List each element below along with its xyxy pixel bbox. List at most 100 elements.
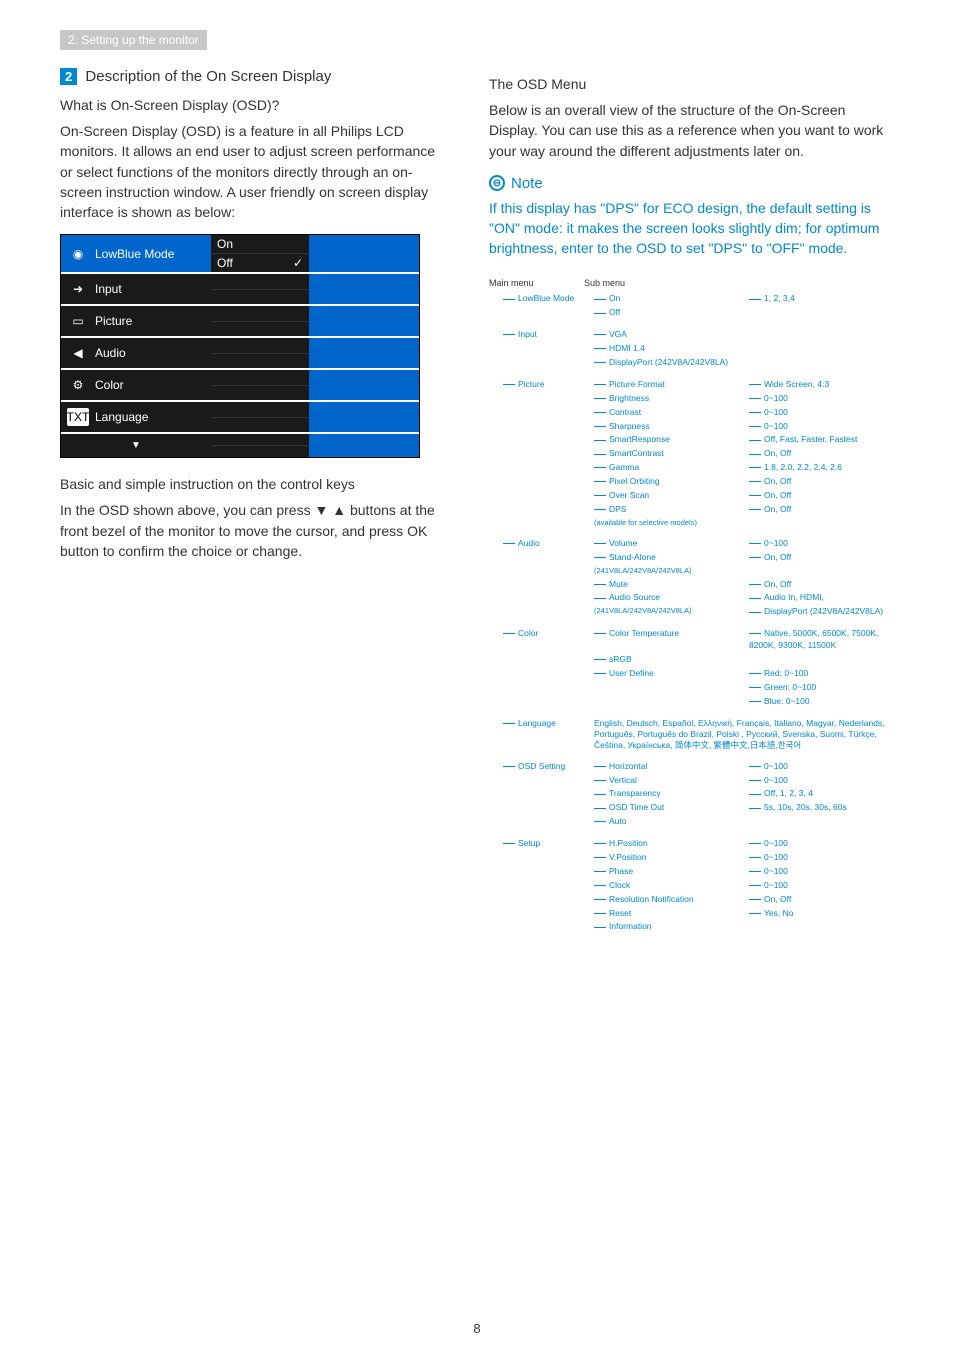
tree-sub-row: Vertical0~100 bbox=[584, 775, 894, 787]
tree-sub-label: Pixel Orbiting bbox=[584, 476, 739, 488]
osd-row-right bbox=[309, 434, 419, 457]
osd-item-icon: ◀ bbox=[67, 344, 89, 362]
tree-sub-col: VGAHDMI 1.4DisplayPort (242V8A/242V8LA) bbox=[584, 329, 894, 371]
tree-value: 0~100 bbox=[739, 761, 894, 773]
tree-sub-label: Volume bbox=[584, 538, 739, 550]
tree-sub-label: (available for selective models) bbox=[584, 518, 739, 529]
chevron-down-icon: ▼ bbox=[131, 440, 141, 451]
tree-sub-label: Audio Source bbox=[584, 592, 739, 604]
tree-main-label: Picture bbox=[489, 379, 584, 530]
tree-sub-row: ResetYes, No bbox=[584, 908, 894, 920]
tree-sub-label: Gamma bbox=[584, 462, 739, 474]
tree-sub-label: (241V8LA/242V8A/242V8LA) bbox=[584, 566, 739, 577]
tree-sub-label: Resolution Notification bbox=[584, 894, 739, 906]
tree-sub-row: OSD Time Out5s, 10s, 20s, 30s, 60s bbox=[584, 802, 894, 814]
tree-sub-row: Resolution NotificationOn, Off bbox=[584, 894, 894, 906]
osd-item-icon: ⚙ bbox=[67, 376, 89, 394]
tree-value: On, Off bbox=[739, 894, 894, 906]
left-column: 2 Description of the On Screen Display W… bbox=[60, 68, 449, 943]
note-header: ⊖ Note bbox=[489, 175, 894, 192]
tree-sub-row: MuteOn, Off bbox=[584, 579, 894, 591]
tree-sub-row: HDMI 1.4 bbox=[584, 343, 894, 355]
osd-row-right bbox=[309, 274, 419, 304]
tree-value: On, Off bbox=[739, 579, 894, 591]
tree-value: Off, Fast, Faster, Fastest bbox=[739, 434, 894, 446]
tree-sub-row: (241V8LA/242V8A/242V8LA)DisplayPort (242… bbox=[584, 606, 894, 618]
tree-sub-label: Sharpness bbox=[584, 421, 739, 433]
tree-sub-row: Contrast0~100 bbox=[584, 407, 894, 419]
tree-value: 0~100 bbox=[739, 775, 894, 787]
tree-main-label: Input bbox=[489, 329, 584, 371]
tree-sub-row: Gamma1.8, 2.0, 2.2, 2.4, 2.6 bbox=[584, 462, 894, 474]
tree-sub-row: SmartContrastOn, Off bbox=[584, 448, 894, 460]
tree-sub-label: HDMI 1.4 bbox=[584, 343, 739, 355]
tree-value: 0~100 bbox=[739, 838, 894, 850]
tree-sub-row: Off bbox=[584, 307, 894, 319]
tree-sub-col: Picture FormatWide Screen, 4:3 Brightness… bbox=[584, 379, 894, 530]
tree-value: 1, 2, 3,4 bbox=[739, 293, 894, 305]
tree-sub-row: sRGB bbox=[584, 654, 894, 666]
tree-hdr-sub: Sub menu bbox=[584, 277, 625, 290]
tree-sub-row: Green: 0~100 bbox=[584, 682, 894, 694]
osd-row-left: ◀Audio bbox=[61, 338, 211, 368]
osd-row-right bbox=[309, 235, 419, 272]
tree-sub-row: English, Deutsch, Español, Ελληνική, Fra… bbox=[584, 718, 894, 751]
tree-sub-row: Over ScanOn, Off bbox=[584, 490, 894, 502]
osd-row-left: ◉LowBlue Mode bbox=[61, 235, 211, 272]
tree-sub-row: Brightness0~100 bbox=[584, 393, 894, 405]
osd-item-label: LowBlue Mode bbox=[95, 247, 174, 261]
tree-value: 1.8, 2.0, 2.2, 2.4, 2.6 bbox=[739, 462, 894, 474]
osd-row-mid: OnOff✓ bbox=[211, 235, 309, 272]
tree-group: InputVGAHDMI 1.4DisplayPort (242V8A/242V… bbox=[489, 329, 894, 371]
basic-body-pre: In the OSD shown above, you can press bbox=[60, 502, 314, 518]
tree-sub-label: Contrast bbox=[584, 407, 739, 419]
basic-body: In the OSD shown above, you can press ▼ … bbox=[60, 500, 449, 561]
tree-value: On, Off bbox=[739, 504, 894, 516]
tree-sub-row: Picture FormatWide Screen, 4:3 bbox=[584, 379, 894, 391]
osd-option: On bbox=[217, 237, 233, 251]
osd-row-mid bbox=[211, 338, 309, 368]
osd-row: ◉LowBlue ModeOnOff✓ bbox=[61, 235, 419, 274]
tree-value: On, Off bbox=[739, 490, 894, 502]
tree-sub-label: (241V8LA/242V8A/242V8LA) bbox=[584, 606, 739, 618]
tree-group: OSD SettingHorizontal0~100Vertical0~100T… bbox=[489, 761, 894, 830]
tree-value: On, Off bbox=[739, 448, 894, 460]
tree-value bbox=[739, 518, 894, 529]
tree-sub-col: Color TemperatureNative, 5000K, 6500K, 7… bbox=[584, 628, 894, 709]
tree-value: On, Off bbox=[739, 476, 894, 488]
right-column: The OSD Menu Below is an overall view of… bbox=[489, 68, 894, 943]
tree-group: ColorColor TemperatureNative, 5000K, 650… bbox=[489, 628, 894, 709]
tree-value: 0~100 bbox=[739, 421, 894, 433]
tree-sub-label bbox=[584, 696, 739, 708]
tree-sub-row: Pixel OrbitingOn, Off bbox=[584, 476, 894, 488]
osd-row: ▭Picture bbox=[61, 306, 419, 338]
tree-main-label: Audio bbox=[489, 538, 584, 620]
tree-sub-row: (available for selective models) bbox=[584, 518, 894, 529]
tree-group: LowBlue ModeOn1, 2, 3,4Off bbox=[489, 293, 894, 321]
tree-sub-label: SmartResponse bbox=[584, 434, 739, 446]
tree-value: Green: 0~100 bbox=[739, 682, 894, 694]
question-heading: What is On-Screen Display (OSD)? bbox=[60, 97, 449, 113]
page-number: 8 bbox=[473, 1321, 480, 1336]
osd-option: Off bbox=[217, 256, 233, 270]
breadcrumb: 2. Setting up the monitor bbox=[60, 30, 207, 50]
tree-main-label: Setup bbox=[489, 838, 584, 935]
tree-sub-row: Phase0~100 bbox=[584, 866, 894, 878]
tree-sub-row: V.Position0~100 bbox=[584, 852, 894, 864]
tree-sub-row: Horizontal0~100 bbox=[584, 761, 894, 773]
tree-sub-row: Sharpness0~100 bbox=[584, 421, 894, 433]
osd-item-icon: ▭ bbox=[67, 312, 89, 330]
tree-value: 0~100 bbox=[739, 393, 894, 405]
tree-sub-label: Brightness bbox=[584, 393, 739, 405]
tree-sub-row: DPSOn, Off bbox=[584, 504, 894, 516]
tree-value: Off, 1, 2, 3, 4 bbox=[739, 788, 894, 800]
tree-sub-col: Volume0~100Stand-AloneOn, Off(241V8LA/24… bbox=[584, 538, 894, 620]
osd-menu-intro: Below is an overall view of the structur… bbox=[489, 100, 894, 161]
tree-sub-label: Phase bbox=[584, 866, 739, 878]
tree-sub-label: Reset bbox=[584, 908, 739, 920]
osd-row-right bbox=[309, 306, 419, 336]
tree-sub-label: sRGB bbox=[584, 654, 739, 666]
tree-sub-row: DisplayPort (242V8A/242V8LA) bbox=[584, 357, 894, 369]
osd-row: ➜Input bbox=[61, 274, 419, 306]
tree-sub-row: Clock0~100 bbox=[584, 880, 894, 892]
